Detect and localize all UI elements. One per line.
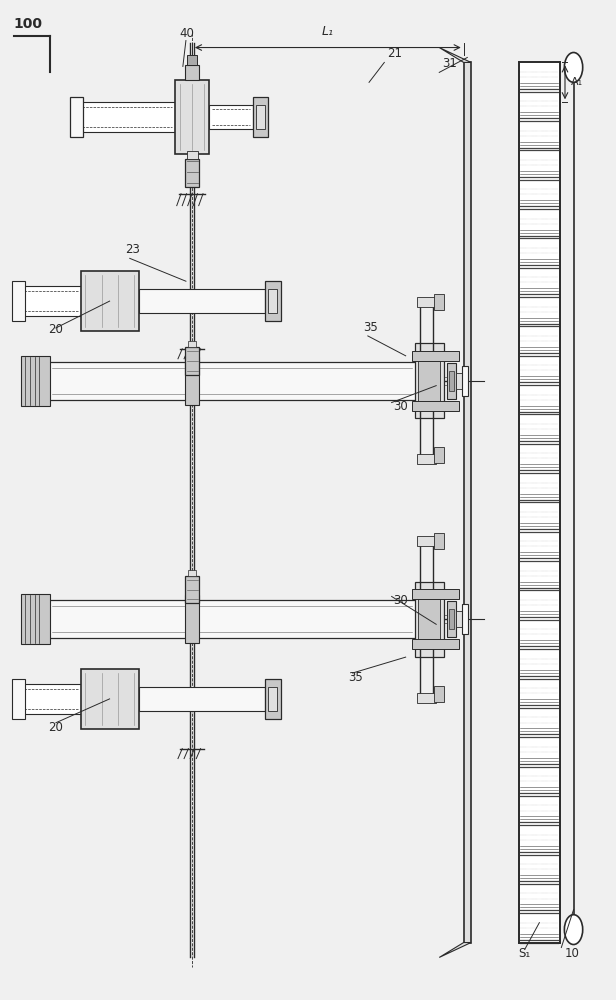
Bar (265, 281, 280, 321)
Bar (188, 341, 197, 347)
Bar (175, 80, 209, 154)
Bar (415, 582, 444, 657)
Bar (411, 639, 460, 649)
Bar (139, 289, 265, 313)
Text: 31: 31 (442, 57, 457, 70)
Text: 20: 20 (49, 721, 63, 734)
Text: 30: 30 (394, 594, 408, 607)
Bar (185, 595, 200, 643)
Bar (39, 600, 418, 638)
Bar (185, 65, 199, 80)
Bar (417, 536, 436, 546)
Bar (434, 686, 444, 702)
Bar (185, 576, 199, 603)
Bar (434, 294, 444, 310)
Text: 35: 35 (363, 321, 378, 334)
Bar (519, 62, 560, 943)
Bar (411, 589, 460, 599)
Bar (434, 533, 444, 549)
Text: 40: 40 (180, 27, 195, 40)
Bar (411, 351, 460, 361)
Text: 21: 21 (387, 47, 402, 60)
Bar (265, 679, 280, 719)
Text: 10: 10 (564, 947, 579, 960)
Bar (187, 55, 197, 65)
Bar (417, 693, 436, 703)
Bar (185, 347, 199, 375)
Bar (269, 687, 277, 711)
Bar (18, 684, 81, 714)
Text: L₁: L₁ (322, 25, 334, 38)
Bar (456, 611, 462, 627)
Bar (253, 97, 269, 137)
Bar (418, 593, 440, 645)
Bar (447, 363, 456, 399)
Bar (417, 297, 436, 307)
Bar (447, 601, 456, 637)
Bar (449, 609, 454, 629)
Bar (462, 366, 468, 396)
Text: A₁: A₁ (571, 77, 583, 87)
Bar (418, 355, 440, 407)
Bar (39, 362, 418, 400)
Bar (81, 271, 139, 331)
Bar (81, 669, 139, 729)
Bar (256, 105, 265, 129)
Bar (462, 604, 468, 634)
Bar (21, 356, 51, 406)
Circle shape (564, 915, 583, 945)
Bar (434, 447, 444, 463)
Text: 20: 20 (49, 323, 63, 336)
Polygon shape (439, 48, 471, 62)
Bar (12, 281, 25, 321)
Bar (417, 454, 436, 464)
Bar (12, 679, 25, 719)
Bar (449, 371, 454, 391)
Bar (185, 357, 200, 405)
Bar (21, 594, 51, 644)
Text: 30: 30 (394, 400, 408, 414)
Bar (415, 343, 444, 418)
Bar (188, 570, 197, 576)
Bar (185, 159, 199, 187)
Bar (187, 151, 198, 159)
Bar (456, 373, 462, 389)
Bar (76, 102, 175, 132)
Text: S₁: S₁ (519, 947, 531, 960)
Bar (70, 97, 83, 137)
Polygon shape (439, 943, 471, 957)
Bar (18, 286, 81, 316)
Text: 23: 23 (125, 243, 140, 256)
Bar (269, 289, 277, 313)
Bar (139, 687, 265, 711)
Bar (464, 62, 471, 943)
Text: 100: 100 (14, 17, 43, 31)
Bar (209, 105, 253, 129)
Circle shape (564, 52, 583, 82)
Bar (411, 401, 460, 410)
Text: 35: 35 (347, 671, 362, 684)
